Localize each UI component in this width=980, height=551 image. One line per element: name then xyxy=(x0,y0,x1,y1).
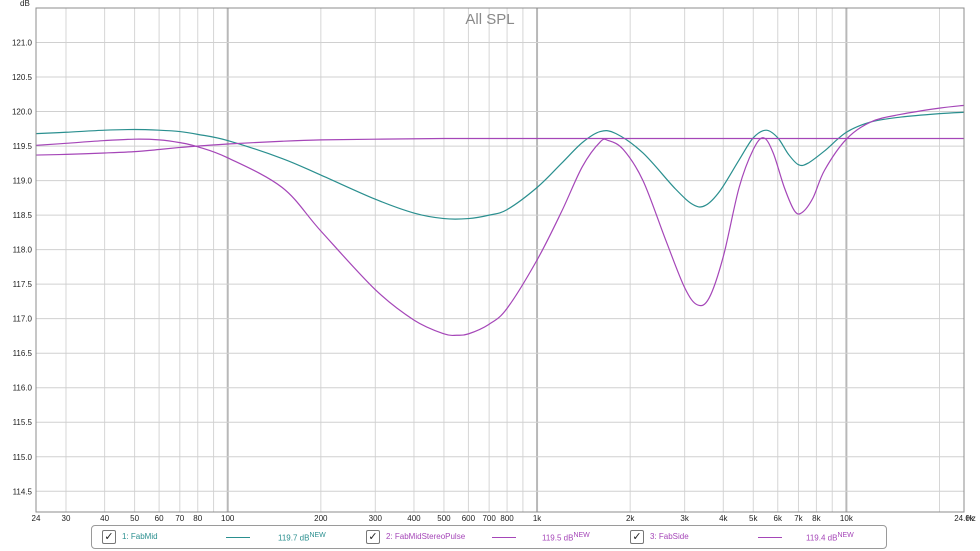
y-tick-label: 116.5 xyxy=(13,349,33,358)
legend-swatch-fabmid xyxy=(226,537,250,538)
legend-checkbox-fabmid[interactable]: ✓ xyxy=(102,530,116,544)
x-tick-label: 800 xyxy=(500,514,514,523)
grid xyxy=(36,8,964,512)
legend: ✓ 1: FabMid 119.7 dBNEW ✓ 2: FabMidStere… xyxy=(91,525,887,549)
y-axis-ticks: 114.5 115.0 115.5 116.0 116.5 117.0 117.5 118.0… xyxy=(12,39,33,497)
x-tick-label: 3k xyxy=(680,514,689,523)
x-tick-label: 200 xyxy=(314,514,328,523)
legend-name-fabside: 3: FabSide xyxy=(650,532,689,541)
x-tick-label: 1k xyxy=(533,514,542,523)
x-tick-label: 50 xyxy=(130,514,139,523)
x-tick-label: 24 xyxy=(32,514,41,523)
x-tick-label: 24.0k xyxy=(954,514,975,523)
x-tick-label: 6k xyxy=(774,514,783,523)
x-tick-label: 7k xyxy=(794,514,803,523)
x-tick-label: 40 xyxy=(100,514,109,523)
x-axis-label: Hz xyxy=(966,514,976,523)
series-line-2 xyxy=(35,104,965,337)
y-tick-label: 119.5 xyxy=(13,142,33,151)
y-tick-label: 118.0 xyxy=(13,246,33,255)
series-line-1 xyxy=(35,111,965,220)
x-tick-label: 600 xyxy=(462,514,476,523)
legend-checkbox-fabmidstereopulse[interactable]: ✓ xyxy=(366,530,380,544)
legend-checkbox-fabside[interactable]: ✓ xyxy=(630,530,644,544)
x-tick-label: 70 xyxy=(175,514,184,523)
x-tick-label: 300 xyxy=(369,514,383,523)
y-tick-label: 115.5 xyxy=(13,418,33,427)
y-tick-label: 114.5 xyxy=(13,487,33,496)
x-axis-ticks: 24 30 40 50 60 70 80 100 200 300 400 500 600 700 800 1k… xyxy=(32,514,975,523)
y-tick-label: 115.0 xyxy=(13,453,33,462)
series-lines xyxy=(35,104,965,337)
y-axis-label: dB xyxy=(20,0,30,8)
legend-name-fabmidstereopulse: 2: FabMidStereoPulse xyxy=(386,532,466,541)
legend-item-fabmidstereopulse: ✓ 2: FabMidStereoPulse 119.5 dBNEW xyxy=(366,526,616,548)
y-tick-label: 120.5 xyxy=(12,73,33,82)
y-tick-label: 117.5 xyxy=(13,280,33,289)
x-tick-label: 400 xyxy=(407,514,421,523)
x-tick-label: 10k xyxy=(840,514,854,523)
y-tick-label: 116.0 xyxy=(13,384,33,393)
y-tick-label: 119.0 xyxy=(13,177,33,186)
x-tick-label: 5k xyxy=(749,514,758,523)
y-tick-label: 120.0 xyxy=(12,108,33,117)
legend-value-fabside: 119.4 dBNEW xyxy=(806,532,854,543)
x-tick-label: 500 xyxy=(437,514,451,523)
x-tick-label: 2k xyxy=(626,514,635,523)
legend-value-fabmidstereopulse: 119.5 dBNEW xyxy=(542,532,590,543)
x-tick-label: 700 xyxy=(482,514,496,523)
chart-title: All SPL xyxy=(465,11,514,28)
plot-frame xyxy=(35,7,965,513)
series-line-3 xyxy=(35,137,964,156)
x-tick-label: 100 xyxy=(221,514,235,523)
x-tick-label: 60 xyxy=(155,514,164,523)
legend-value-fabmid: 119.7 dBNEW xyxy=(278,532,326,543)
x-tick-label: 30 xyxy=(62,514,71,523)
x-tick-label: 8k xyxy=(812,514,821,523)
legend-swatch-fabside xyxy=(758,537,782,538)
legend-name-fabmid: 1: FabMid xyxy=(122,532,158,541)
x-tick-label: 80 xyxy=(193,514,202,523)
x-tick-label: 4k xyxy=(719,514,728,523)
legend-swatch-fabmidstereopulse xyxy=(492,537,516,538)
y-tick-label: 121.0 xyxy=(12,39,33,48)
legend-item-fabmid: ✓ 1: FabMid 119.7 dBNEW xyxy=(102,526,352,548)
legend-item-fabside: ✓ 3: FabSide 119.4 dBNEW xyxy=(630,526,880,548)
y-tick-label: 118.5 xyxy=(13,211,33,220)
y-tick-label: 117.0 xyxy=(13,315,33,324)
